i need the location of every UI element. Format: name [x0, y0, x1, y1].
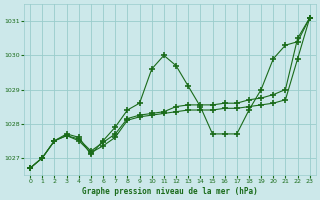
X-axis label: Graphe pression niveau de la mer (hPa): Graphe pression niveau de la mer (hPa): [82, 187, 258, 196]
